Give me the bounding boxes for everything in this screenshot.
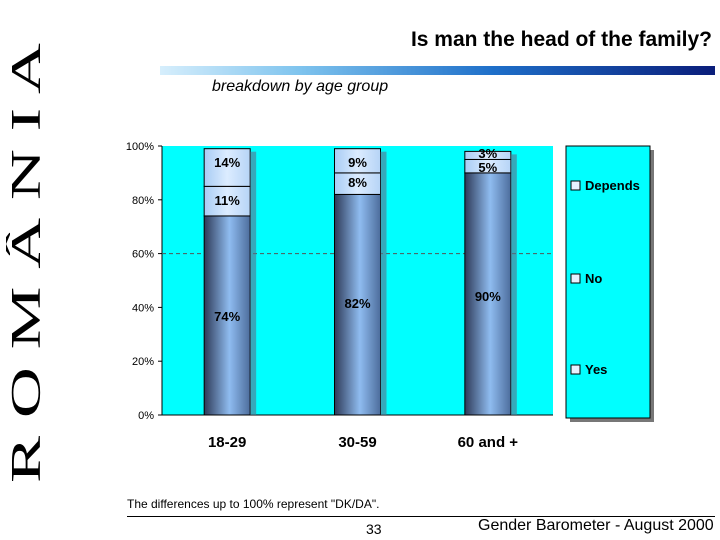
- bar-shadow: [380, 151, 387, 415]
- data-label-yes: 90%: [475, 289, 501, 304]
- data-label-depends: 3%: [478, 146, 497, 161]
- y-tick-label: 40%: [132, 302, 154, 314]
- page-number: 33: [366, 521, 382, 537]
- y-tick-label: 0%: [138, 410, 154, 422]
- y-tick-label: 100%: [126, 141, 154, 153]
- bar-shadow: [250, 151, 257, 415]
- chart-title: Is man the head of the family?: [410, 28, 712, 51]
- data-label-no: 8%: [348, 175, 367, 190]
- footnote: The differences up to 100% represent "DK…: [127, 497, 380, 511]
- data-label-no: 5%: [478, 160, 497, 175]
- x-tick-label: 60 and +: [458, 434, 519, 451]
- legend-swatch: [570, 273, 581, 284]
- data-label-depends: 9%: [348, 155, 367, 170]
- x-tick-label: 18-29: [208, 434, 246, 451]
- side-word-text: R O M Â N I A: [6, 42, 50, 483]
- footer-rule: [127, 516, 715, 517]
- title-gradient-rule: [160, 66, 715, 75]
- legend-swatch: [570, 180, 581, 191]
- chart-layer: 0% 20% 40% 60% 80% 100% 18-29 30-59 60 and + 74% 1…: [126, 141, 654, 451]
- data-label-depends: 14%: [214, 155, 240, 170]
- legend-swatch: [570, 364, 581, 375]
- source-credit: Gender Barometer - August 2000: [478, 517, 714, 534]
- chart-subtitle: breakdown by age group: [212, 78, 389, 95]
- y-tick-label: 80%: [132, 195, 154, 207]
- bar-segment-yes: [334, 193, 381, 416]
- bar-shadow: [510, 154, 517, 415]
- side-word-romania: R O M Â N I A: [6, 38, 52, 493]
- x-tick-label: 30-59: [338, 434, 376, 451]
- data-label-yes: 74%: [214, 309, 240, 324]
- legend-label: Yes: [585, 362, 607, 377]
- legend-label: Depends: [585, 178, 640, 193]
- y-tick-label: 20%: [132, 356, 154, 368]
- y-tick-label: 60%: [132, 249, 154, 261]
- legend-label: No: [585, 271, 602, 286]
- data-label-no: 11%: [215, 193, 241, 208]
- data-label-yes: 82%: [344, 296, 370, 311]
